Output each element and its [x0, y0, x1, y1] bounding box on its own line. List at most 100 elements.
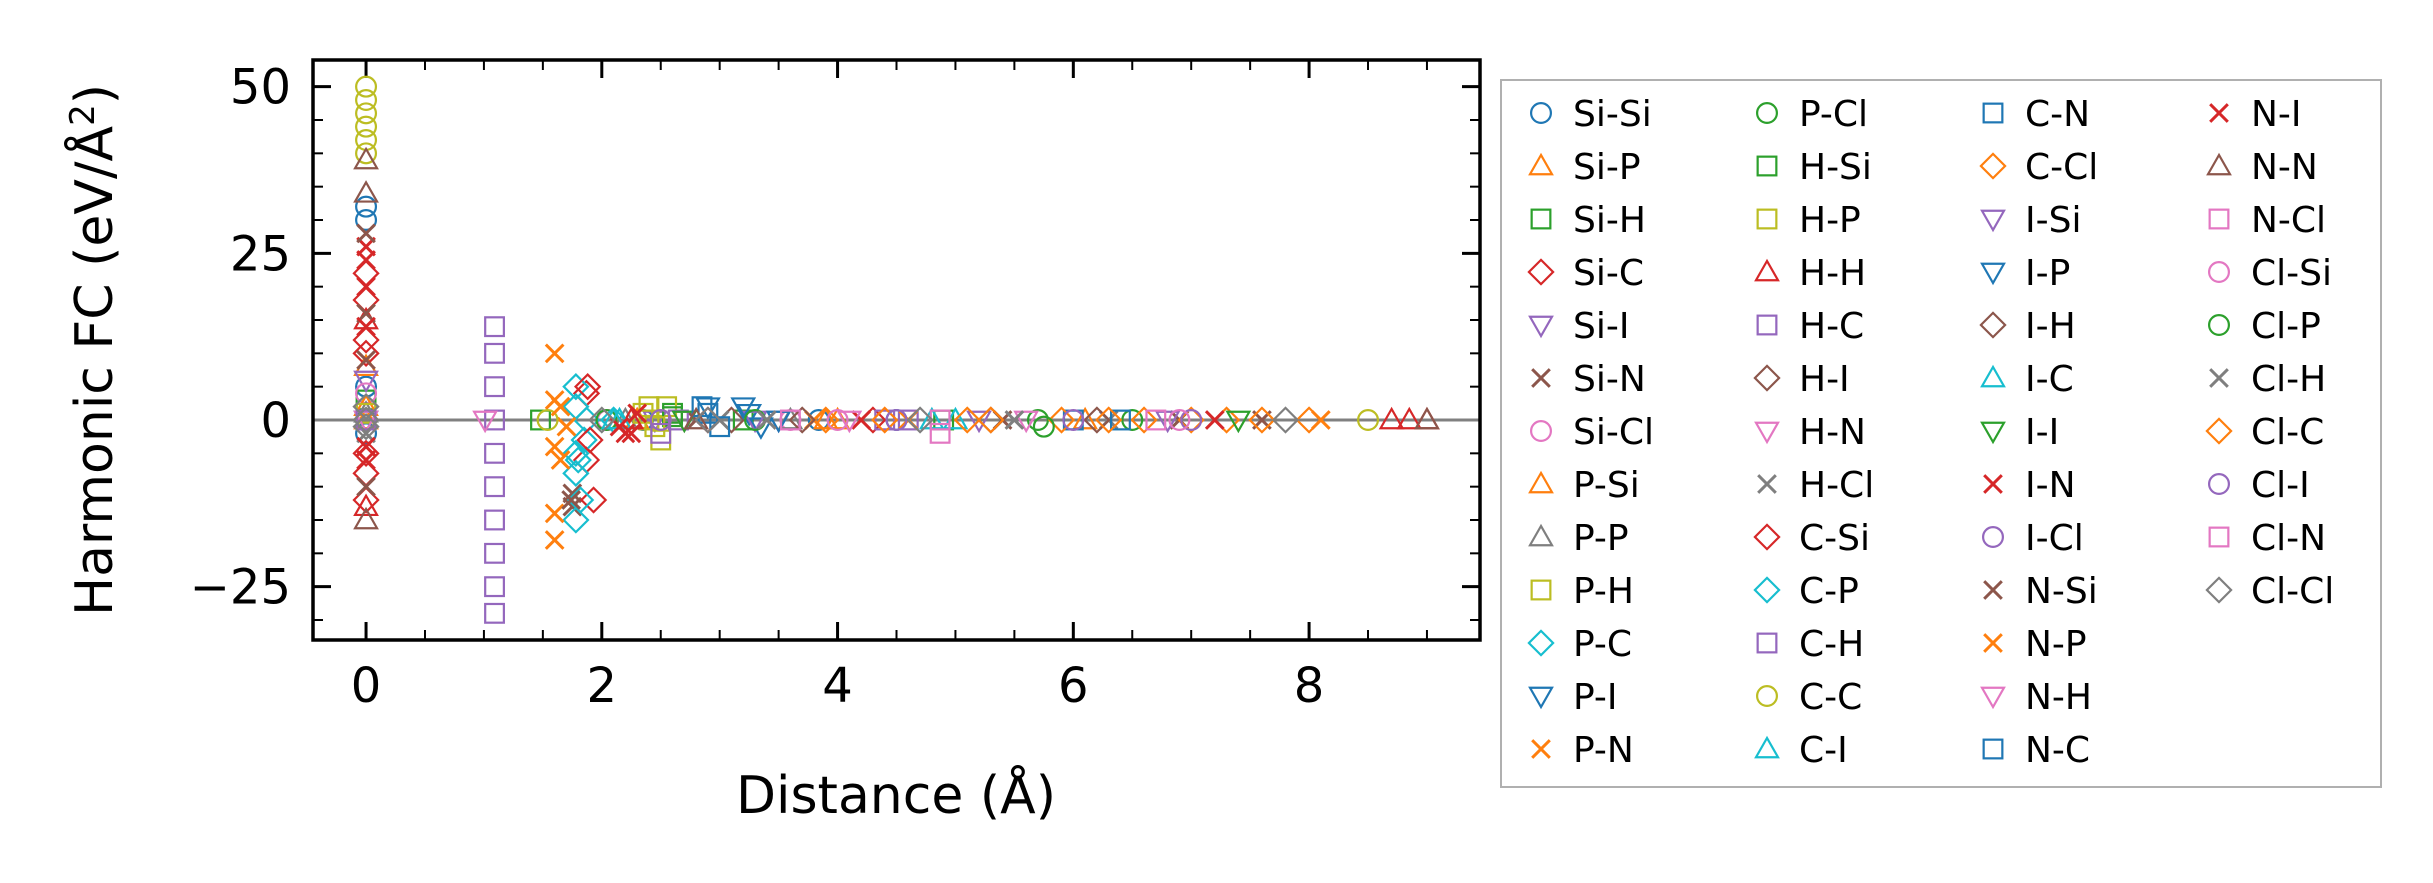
legend-label: Si-H [1573, 200, 1646, 241]
legend-label: P-N [1573, 730, 1634, 771]
legend-marker [1756, 314, 1778, 336]
legend-item: Cl-C [2205, 412, 2324, 453]
data-point [356, 350, 376, 370]
legend-marker [1529, 420, 1552, 443]
legend-marker-stroke-b [1531, 739, 1551, 759]
legend-item: N-Cl [2208, 200, 2326, 241]
data-point [356, 276, 376, 297]
data-point [615, 423, 636, 444]
legend-marker [1528, 686, 1554, 710]
data-point [562, 483, 583, 504]
legend-item: N-C [1982, 730, 2090, 771]
legend-label: Cl-H [2251, 359, 2326, 400]
legend-marker [1980, 209, 2006, 233]
y-tick-label: 25 [230, 226, 291, 282]
legend-label: P-H [1573, 571, 1634, 612]
data-point [851, 410, 871, 430]
legend-item: I-Si [1980, 200, 2081, 241]
legend-item: P-H [1530, 571, 1634, 612]
legend-label: H-Cl [1799, 465, 1874, 506]
data-point [484, 476, 505, 498]
legend-marker [1530, 208, 1552, 230]
data-point [621, 423, 642, 444]
legend-item: H-N [1754, 412, 1866, 453]
data-point [1110, 409, 1131, 431]
data-point [544, 343, 565, 364]
legend-label: I-I [2025, 412, 2059, 453]
data-point [1378, 406, 1405, 430]
data-point [570, 426, 598, 454]
legend-marker [2208, 473, 2231, 496]
data-point [352, 339, 380, 367]
legend-item: Si-P [1528, 147, 1641, 188]
legend-item: Cl-P [2208, 306, 2321, 347]
data-point-stroke-b [544, 503, 565, 524]
legend-label: C-C [1799, 677, 1862, 718]
legend-label: H-Si [1799, 147, 1872, 188]
data-point [627, 403, 648, 424]
data-point [484, 316, 505, 338]
data-point [562, 439, 590, 467]
series-n-n [353, 146, 1440, 530]
legend-label: C-N [2025, 94, 2090, 135]
legend-marker [1753, 523, 1781, 551]
legend-item: H-P [1756, 200, 1861, 241]
legend-item: C-I [1754, 730, 1848, 771]
legend-marker [1754, 735, 1780, 759]
legend-label: P-C [1573, 624, 1632, 665]
data-point [1083, 406, 1111, 434]
series-p-cl [595, 409, 1144, 432]
data-point [353, 370, 379, 394]
legend-label: C-Si [1799, 518, 1870, 559]
legend-marker [1983, 580, 2003, 600]
data-point-stroke-b [544, 343, 565, 364]
legend-marker [1756, 208, 1778, 230]
legend-marker [1981, 525, 2004, 548]
data-point-stroke-b [550, 396, 571, 417]
x-tick-label: 4 [822, 658, 853, 714]
legend-item: Si-H [1530, 200, 1646, 241]
data-point-stroke-b [851, 410, 871, 430]
series-i-si [742, 410, 1181, 434]
data-point-stroke-b [1004, 410, 1025, 430]
data-point [1121, 409, 1144, 432]
series-n-c [691, 396, 1131, 431]
legend-item: I-H [1979, 306, 2076, 347]
legend-marker [2209, 368, 2229, 388]
x-tick-label: 6 [1058, 658, 1089, 714]
data-point [1271, 406, 1300, 434]
data-point [544, 503, 565, 524]
y-tick-label: 50 [230, 60, 291, 116]
data-point [694, 406, 722, 434]
data-point-stroke-b [615, 423, 636, 444]
legend-marker-stroke-b [1983, 633, 2003, 653]
legend-marker [1756, 155, 1778, 177]
legend-item: Cl-Cl [2205, 571, 2334, 612]
data-point [355, 115, 378, 138]
data-point [353, 506, 379, 530]
legend-label: C-H [1799, 624, 1864, 665]
data-point [1180, 409, 1203, 432]
legend-marker [2208, 208, 2230, 230]
legend-label: Si-Si [1573, 94, 1652, 135]
legend-item: N-Si [1983, 571, 2098, 612]
data-point-stroke-b [356, 476, 376, 497]
legend-marker [1531, 368, 1551, 388]
data-point [356, 223, 376, 244]
legend-label: Si-C [1573, 253, 1644, 294]
legend-marker [1980, 686, 2006, 710]
legend-marker [1755, 101, 1778, 124]
data-point [1145, 409, 1167, 431]
series-c-h [355, 409, 919, 444]
legend-item: Si-Si [1529, 94, 1652, 135]
legend-item: I-N [1983, 465, 2076, 506]
legend-label: N-I [2251, 94, 2302, 135]
x-tick-label: 0 [351, 658, 382, 714]
series-i-p [730, 397, 792, 434]
legend-item: I-Cl [1981, 518, 2084, 559]
legend-item: C-Si [1753, 518, 1870, 559]
data-point [564, 446, 592, 474]
data-point [566, 486, 595, 514]
data-point [355, 88, 378, 111]
legend-marker [1527, 629, 1555, 657]
